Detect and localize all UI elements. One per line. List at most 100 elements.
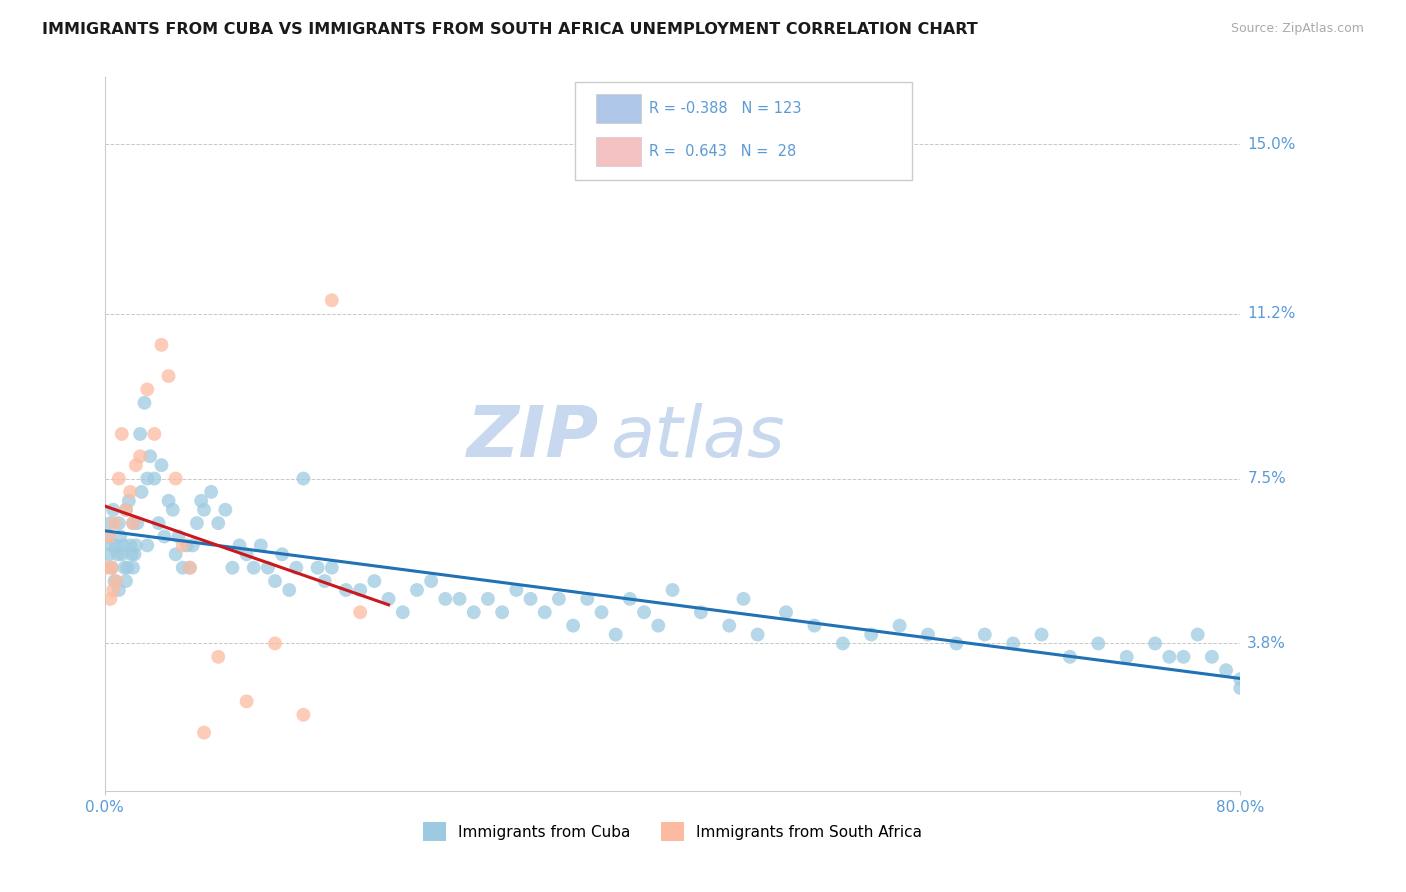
Point [136, 383, 159, 397]
Point [96, 529, 118, 543]
Text: 3.8%: 3.8% [1247, 636, 1286, 651]
Point [321, 560, 343, 574]
Point [1187, 627, 1209, 641]
Point [207, 649, 229, 664]
Point [104, 574, 127, 588]
Point [449, 591, 471, 606]
Point [131, 484, 153, 499]
Point [104, 516, 127, 530]
Point [533, 605, 555, 619]
Point [973, 627, 995, 641]
Point [505, 582, 527, 597]
Point [143, 427, 166, 442]
Point [122, 516, 145, 530]
Text: R = -0.388   N = 123: R = -0.388 N = 123 [650, 101, 801, 116]
Point [1159, 649, 1181, 664]
Point [477, 591, 499, 606]
Legend: Immigrants from Cuba, Immigrants from South Africa: Immigrants from Cuba, Immigrants from So… [416, 816, 928, 847]
Point [200, 484, 222, 499]
Point [235, 547, 257, 561]
Point [292, 707, 315, 722]
Point [292, 471, 315, 485]
Point [278, 582, 301, 597]
Point [285, 560, 308, 574]
Point [100, 538, 122, 552]
Point [242, 560, 264, 574]
Point [98, 516, 121, 530]
Point [591, 605, 613, 619]
Point [406, 582, 429, 597]
Point [207, 516, 229, 530]
Point [321, 293, 343, 308]
Point [134, 396, 156, 410]
Point [97, 547, 120, 561]
Point [605, 627, 627, 641]
Point [1173, 649, 1195, 664]
Point [519, 591, 541, 606]
Point [98, 591, 121, 606]
Point [150, 338, 173, 352]
Point [176, 538, 198, 552]
Text: 15.0%: 15.0% [1247, 136, 1296, 152]
Point [148, 516, 170, 530]
Point [157, 493, 180, 508]
Point [619, 591, 641, 606]
Point [117, 560, 139, 574]
Point [108, 582, 131, 597]
Point [97, 529, 120, 543]
Point [349, 605, 371, 619]
Point [105, 574, 128, 588]
Point [363, 574, 385, 588]
Text: 11.2%: 11.2% [1247, 306, 1296, 321]
Point [221, 560, 243, 574]
Point [153, 529, 176, 543]
Point [945, 636, 967, 650]
Point [633, 605, 655, 619]
Text: 7.5%: 7.5% [1247, 471, 1286, 486]
Point [548, 591, 571, 606]
Point [100, 560, 122, 574]
Point [111, 547, 134, 561]
Point [125, 458, 148, 473]
Point [562, 618, 585, 632]
Point [103, 582, 125, 597]
Point [179, 560, 201, 574]
Point [193, 502, 215, 516]
Point [111, 427, 134, 442]
Point [181, 538, 204, 552]
Point [115, 574, 138, 588]
Text: ZIP: ZIP [467, 403, 599, 472]
Point [157, 369, 180, 384]
Point [831, 636, 853, 650]
Point [391, 605, 413, 619]
Point [335, 582, 357, 597]
Point [129, 450, 152, 464]
Point [1002, 636, 1025, 650]
Point [193, 725, 215, 739]
Point [214, 502, 236, 516]
Point [112, 538, 135, 552]
Point [228, 538, 250, 552]
Point [917, 627, 939, 641]
Point [136, 471, 159, 485]
Point [889, 618, 911, 632]
Point [115, 502, 138, 516]
Point [136, 538, 159, 552]
Point [96, 560, 118, 574]
Point [733, 591, 755, 606]
Point [118, 493, 141, 508]
Point [121, 547, 143, 561]
Point [172, 538, 194, 552]
Point [120, 484, 142, 499]
Point [349, 582, 371, 597]
Point [271, 547, 294, 561]
Point [718, 618, 741, 632]
Point [775, 605, 797, 619]
Point [1031, 627, 1053, 641]
Point [103, 502, 125, 516]
Point [165, 547, 187, 561]
Point [120, 538, 142, 552]
Point [1201, 649, 1223, 664]
Point [264, 574, 287, 588]
Point [434, 591, 457, 606]
